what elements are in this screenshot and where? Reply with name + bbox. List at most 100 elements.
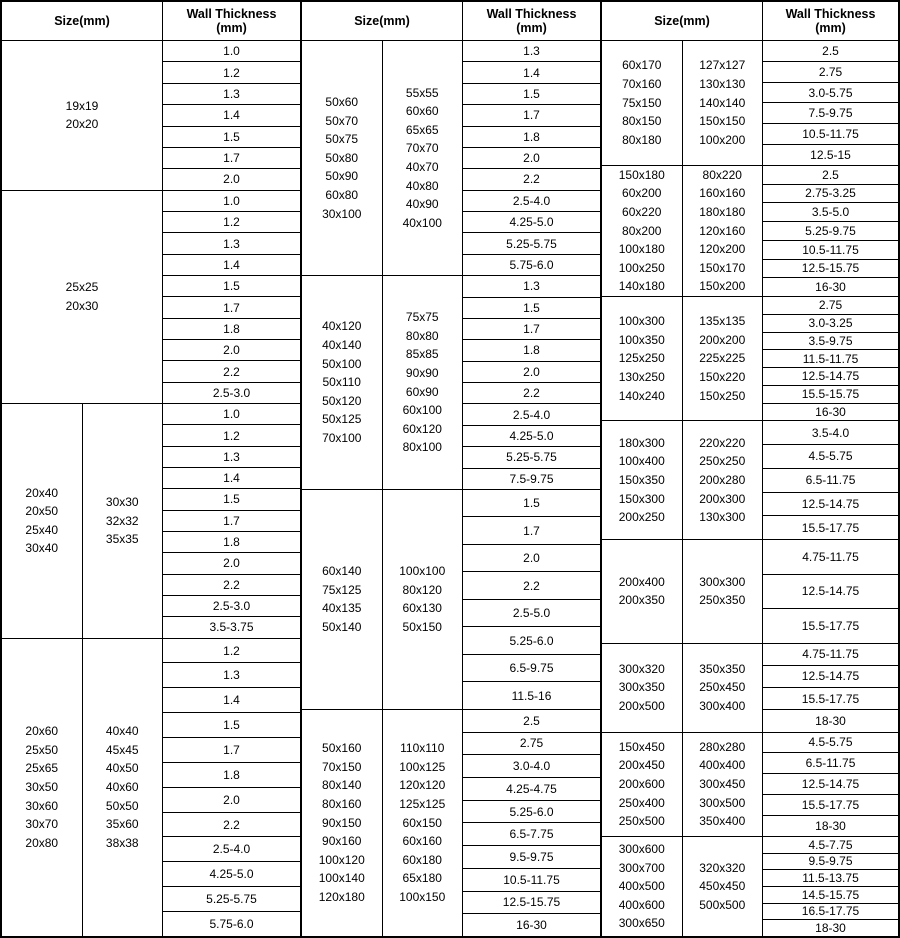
thickness-value: 12.5-14.75	[763, 368, 898, 386]
thickness-value: 5.75-6.0	[163, 912, 300, 936]
thickness-value: 15.5-17.75	[763, 516, 898, 539]
size-group: 150x450 200x450 200x600 250x400 250x5002…	[602, 733, 898, 837]
thickness-value: 6.5-9.75	[463, 655, 600, 682]
thickness-value: 1.3	[163, 233, 300, 254]
size-cell: 100x300 100x350 125x250 130x250 140x2401…	[602, 297, 763, 420]
size-list-b: 280x280 400x400 300x450 300x500 350x400	[683, 733, 763, 836]
size-list-a: 150x450 200x450 200x600 250x400 250x500	[602, 733, 683, 836]
size-list-b: 40x40 45x45 40x50 40x60 50x50 35x60 38x3…	[83, 639, 163, 936]
size-list-a: 60x140 75x125 40x135 50x140	[302, 490, 383, 709]
size-list-a: 300x600 300x700 400x500 400x600 300x650	[602, 837, 683, 936]
thickness-value: 12.5-14.75	[763, 493, 898, 517]
size-group: 40x120 40x140 50x100 50x110 50x120 50x12…	[302, 276, 600, 490]
size-list-a: 19x19 20x20	[2, 41, 162, 190]
thickness-value: 3.0-3.25	[763, 315, 898, 333]
size-list-b: 100x100 80x120 60x130 50x150	[383, 490, 463, 709]
panel-2: Size(mm)Wall Thickness(mm)50x60 50x70 50…	[300, 0, 600, 938]
thickness-value: 6.5-7.75	[463, 823, 600, 846]
size-group: 180x300 100x400 150x350 150x300 200x2502…	[602, 421, 898, 540]
thickness-value: 1.5	[463, 490, 600, 517]
thickness-value: 2.5-4.0	[163, 837, 300, 862]
size-list-a: 60x170 70x160 75x150 80x150 80x180	[602, 41, 683, 165]
thickness-list: 4.5-7.759.5-9.7511.5-13.7514.5-15.7516.5…	[763, 837, 898, 936]
size-group: 300x320 300x350 200x500350x350 250x450 3…	[602, 644, 898, 733]
thickness-value: 12.5-14.75	[763, 666, 898, 688]
thickness-value: 1.7	[463, 319, 600, 340]
size-group: 50x60 50x70 50x75 50x80 50x90 60x80 30x1…	[302, 41, 600, 276]
thickness-value: 4.5-5.75	[763, 445, 898, 469]
thickness-value: 10.5-11.75	[463, 869, 600, 892]
thickness-value: 1.7	[163, 511, 300, 532]
thickness-value: 1.5	[163, 713, 300, 738]
size-cell: 25x25 20x30	[2, 191, 163, 403]
thickness-value: 4.25-5.0	[463, 426, 600, 447]
thickness-value: 5.25-6.0	[463, 627, 600, 654]
thickness-value: 1.5	[163, 276, 300, 297]
size-list-a: 20x60 25x50 25x65 30x50 30x60 30x70 20x8…	[2, 639, 83, 936]
thickness-value: 1.3	[163, 447, 300, 468]
size-list-a: 25x25 20x30	[2, 191, 162, 403]
thickness-value: 2.0	[463, 362, 600, 383]
size-list-a: 200x400 200x350	[602, 540, 683, 642]
thickness-value: 16.5-17.75	[763, 904, 898, 921]
thickness-list: 1.31.51.71.82.02.22.5-4.04.25-5.05.25-5.…	[463, 276, 600, 489]
size-list-b: 320x320 450x450 500x500	[683, 837, 763, 936]
size-cell: 50x160 70x150 80x140 80x160 90x150 90x16…	[302, 710, 463, 936]
thickness-value: 2.0	[163, 340, 300, 361]
thickness-value: 1.2	[163, 62, 300, 83]
thickness-value: 1.7	[463, 517, 600, 544]
thickness-value: 12.5-15.75	[463, 892, 600, 915]
size-list-b: 127x127 130x130 140x140 150x150 100x200	[683, 41, 763, 165]
thickness-value: 4.25-4.75	[463, 778, 600, 801]
size-list-b: 55x55 60x60 65x65 70x70 40x70 40x80 40x9…	[383, 41, 463, 275]
size-cell: 20x60 25x50 25x65 30x50 30x60 30x70 20x8…	[2, 639, 163, 936]
size-cell: 20x40 20x50 25x40 30x4030x30 32x32 35x35	[2, 404, 163, 638]
thickness-value: 7.5-9.75	[763, 103, 898, 124]
thickness-value: 2.5	[763, 41, 898, 62]
size-cell: 19x19 20x20	[2, 41, 163, 190]
size-group: 20x60 25x50 25x65 30x50 30x60 30x70 20x8…	[2, 639, 300, 936]
thickness-value: 3.5-9.75	[763, 333, 898, 351]
thickness-value: 1.5	[163, 127, 300, 148]
size-group: 25x25 20x301.01.21.31.41.51.71.82.02.22.…	[2, 191, 300, 404]
thickness-value: 18-30	[763, 710, 898, 731]
thickness-value: 2.2	[163, 361, 300, 382]
thickness-value: 1.4	[163, 688, 300, 713]
thickness-value: 5.25-9.75	[763, 222, 898, 241]
thickness-value: 7.5-9.75	[463, 469, 600, 489]
thickness-list: 1.01.21.31.41.51.71.82.02.22.5-3.03.5-3.…	[163, 404, 300, 638]
column-header: Size(mm)Wall Thickness(mm)	[602, 2, 898, 41]
panel-1: Size(mm)Wall Thickness(mm)19x19 20x201.0…	[0, 0, 300, 938]
thickness-value: 2.0	[463, 148, 600, 169]
thickness-value: 16-30	[763, 404, 898, 421]
thickness-value: 5.25-6.0	[463, 801, 600, 824]
size-cell: 300x600 300x700 400x500 400x600 300x6503…	[602, 837, 763, 936]
thickness-value: 5.25-5.75	[463, 233, 600, 254]
thickness-value: 4.25-5.0	[163, 862, 300, 887]
thickness-value: 12.5-14.75	[763, 774, 898, 795]
size-cell: 150x180 60x200 60x220 80x200 100x180 100…	[602, 166, 763, 296]
size-group: 100x300 100x350 125x250 130x250 140x2401…	[602, 297, 898, 421]
thickness-value: 3.0-5.75	[763, 83, 898, 104]
thickness-value: 15.5-15.75	[763, 386, 898, 404]
thickness-value: 2.5	[463, 710, 600, 733]
thickness-value: 2.2	[163, 575, 300, 596]
column-header: Size(mm)Wall Thickness(mm)	[302, 2, 600, 41]
thickness-list: 4.75-11.7512.5-14.7515.5-17.75	[763, 540, 898, 642]
size-list-a: 50x60 50x70 50x75 50x80 50x90 60x80 30x1…	[302, 41, 383, 275]
thickness-value: 2.0	[163, 788, 300, 813]
header-thickness: Wall Thickness(mm)	[763, 2, 898, 40]
size-list-b: 75x75 80x80 85x85 90x90 60x90 60x100 60x…	[383, 276, 463, 489]
header-thickness: Wall Thickness(mm)	[463, 2, 600, 40]
thickness-value: 3.5-4.0	[763, 421, 898, 445]
size-list-a: 300x320 300x350 200x500	[602, 644, 683, 732]
size-group: 50x160 70x150 80x140 80x160 90x150 90x16…	[302, 710, 600, 936]
thickness-value: 9.5-9.75	[463, 846, 600, 869]
thickness-value: 1.5	[463, 298, 600, 319]
thickness-value: 5.25-5.75	[463, 447, 600, 468]
thickness-value: 1.7	[163, 738, 300, 763]
thickness-value: 2.0	[463, 545, 600, 572]
header-size: Size(mm)	[302, 2, 463, 40]
thickness-value: 2.5-4.0	[463, 191, 600, 212]
thickness-value: 10.5-11.75	[763, 241, 898, 260]
